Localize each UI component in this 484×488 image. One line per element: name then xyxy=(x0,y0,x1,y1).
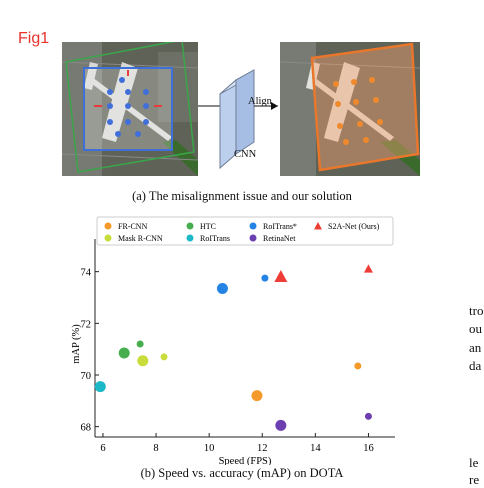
x-tick-label: 16 xyxy=(363,443,374,454)
data-point xyxy=(275,419,287,431)
chart-legend: FR-CNN HTC RoITrans* S2A-Net (Ours) Mask R-C… xyxy=(96,216,394,246)
legend-marker xyxy=(104,222,112,230)
legend-label: RetinaNet xyxy=(263,234,296,243)
x-tick-label: 8 xyxy=(153,443,158,454)
side-text-line: re xyxy=(469,472,480,487)
chart-points xyxy=(94,264,373,431)
caption-panel-a: (a) The misalignment issue and our solut… xyxy=(132,189,352,203)
legend-marker xyxy=(249,234,257,242)
x-axis-label: Speed (FPS) xyxy=(219,456,272,465)
data-point xyxy=(137,355,149,367)
legend-label: Mask R-CNN xyxy=(118,234,163,243)
data-point xyxy=(274,270,288,283)
side-text-line: le xyxy=(469,455,479,470)
data-point xyxy=(354,362,362,370)
data-point xyxy=(364,412,372,420)
cnn-label: CNN xyxy=(234,149,257,160)
legend-marker xyxy=(186,222,194,230)
y-tick-label: 68 xyxy=(81,423,92,434)
data-point xyxy=(261,274,269,282)
data-point xyxy=(216,282,228,294)
legend-label: RoITrans* xyxy=(263,222,297,231)
y-tick-label: 72 xyxy=(81,319,92,330)
data-point xyxy=(118,347,130,359)
legend-marker xyxy=(314,222,322,230)
x-tick-label: 14 xyxy=(310,443,321,454)
side-text-line: tro xyxy=(469,303,484,318)
x-tick-label: 12 xyxy=(257,443,268,454)
y-tick-label: 70 xyxy=(81,371,92,382)
legend-marker xyxy=(186,234,194,242)
data-point xyxy=(251,390,263,402)
legend-label: FR-CNN xyxy=(118,222,148,231)
figure-label: Fig1 xyxy=(18,30,50,47)
side-text-line: an xyxy=(469,340,482,355)
airplane-image-misaligned xyxy=(62,42,198,176)
legend-label: HTC xyxy=(200,222,216,231)
align-label: Align xyxy=(248,96,272,107)
y-axis-label: mAP (%) xyxy=(71,324,82,364)
legend-marker xyxy=(249,222,257,230)
side-text-line: da xyxy=(469,358,482,373)
data-point xyxy=(160,353,168,361)
airplane-image-aligned xyxy=(280,42,420,176)
y-tick-label: 74 xyxy=(81,268,92,279)
legend-label: RoITrans xyxy=(200,234,230,243)
x-tick-label: 10 xyxy=(204,443,215,454)
side-text-line: ou xyxy=(469,321,482,336)
data-point xyxy=(363,264,373,273)
caption-panel-b: (b) Speed vs. accuracy (mAP) on DOTA xyxy=(140,466,344,480)
data-point xyxy=(94,381,106,393)
x-tick-label: 6 xyxy=(100,443,105,454)
data-point xyxy=(136,340,144,348)
speed-vs-map-scatter-chart: FR-CNN HTC RoITrans* S2A-Net (Ours) Mask R-C… xyxy=(71,216,395,465)
legend-label: S2A-Net (Ours) xyxy=(328,222,380,231)
legend-marker xyxy=(104,234,112,242)
cnn-block-diagram xyxy=(198,69,278,170)
